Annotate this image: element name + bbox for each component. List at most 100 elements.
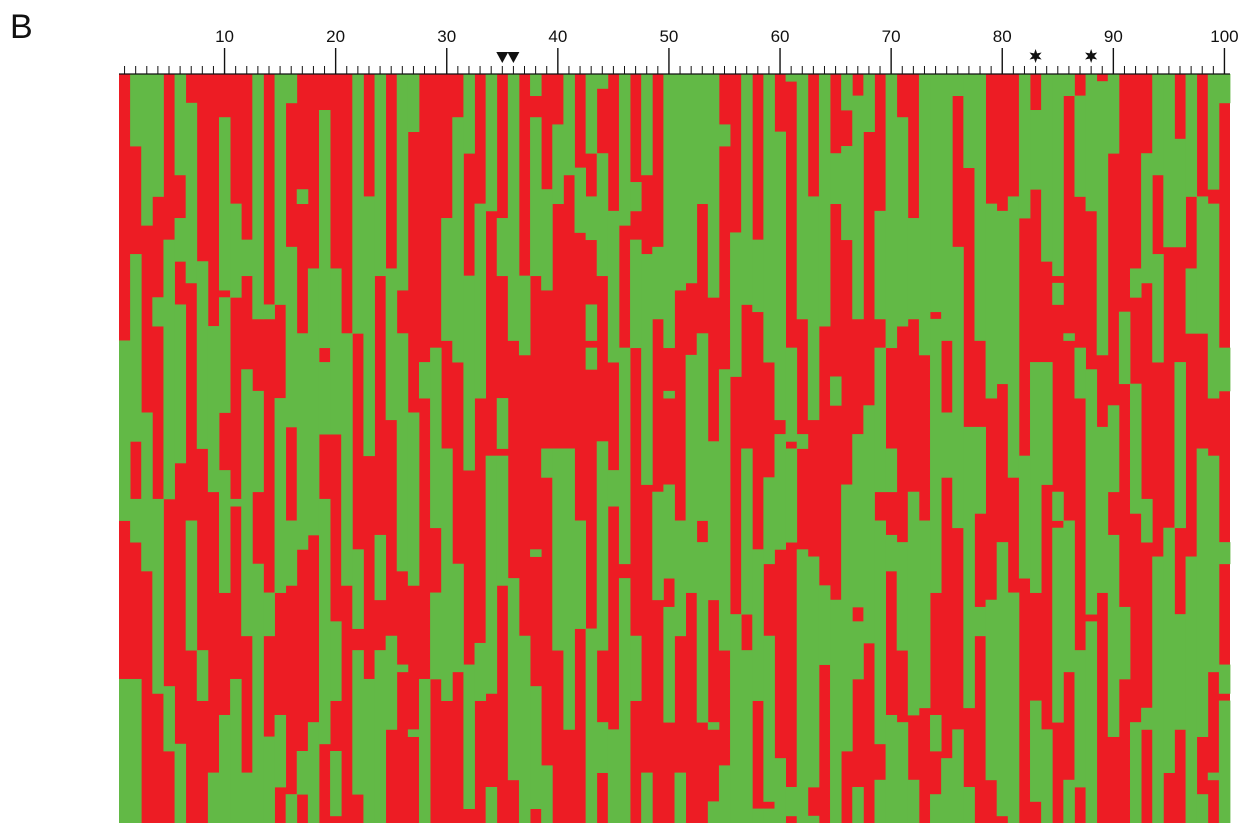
heatmap-cell-green — [952, 729, 964, 823]
heatmap-cell-green — [618, 347, 631, 565]
heatmap-cell-green — [1207, 203, 1220, 399]
heatmap-cell-green — [985, 599, 998, 781]
heatmap-cell-green — [274, 398, 287, 593]
heatmap-cell-green — [463, 74, 475, 154]
panel-label: B — [10, 8, 33, 46]
heatmap-cell-green — [174, 743, 187, 823]
heatmap-cell-green — [374, 650, 387, 823]
heatmap-cell-green — [718, 124, 731, 147]
heatmap-cell-green — [807, 196, 820, 421]
heatmap-cell-green — [796, 549, 809, 823]
heatmap-cell-green — [552, 448, 564, 651]
heatmap-cell-green — [363, 196, 375, 457]
triangle-marker-icon — [507, 52, 520, 63]
heatmap-cell-green — [952, 246, 964, 529]
heatmap-cell-green — [318, 362, 331, 435]
heatmap-cell-green — [930, 794, 942, 823]
heatmap-cell-green — [463, 275, 475, 471]
heatmap-cell-green — [641, 74, 653, 176]
heatmap-cell-green — [1174, 138, 1186, 248]
heatmap-cell-green — [452, 563, 464, 673]
heatmap-cell-green — [496, 455, 509, 586]
heatmap-cell-green — [863, 74, 875, 133]
heatmap-cell-green — [263, 736, 275, 823]
heatmap-cell-green — [818, 585, 831, 665]
heatmap-cell-green — [696, 542, 709, 723]
heatmap-cell-green — [1130, 268, 1142, 298]
heatmap-cell-green — [1207, 74, 1220, 190]
heatmap-cell-green — [1074, 95, 1086, 197]
heatmap-cell-green — [396, 74, 409, 291]
heatmap-cell-green — [163, 239, 175, 500]
heatmap-cell-green — [1141, 498, 1153, 543]
heatmap-cell-green — [552, 124, 564, 205]
heatmap-cell-green — [707, 74, 720, 298]
heatmap-cell-green — [707, 441, 720, 601]
heatmap-cell-green — [652, 246, 664, 320]
heatmap-cell-green — [1041, 362, 1053, 485]
heatmap-cell-green — [1085, 74, 1098, 212]
heatmap-cell-green — [1130, 383, 1142, 514]
heatmap-cell-green — [830, 599, 842, 823]
heatmap-cell-green — [530, 686, 542, 809]
heatmap-cell-green — [407, 74, 420, 133]
heatmap-cell-green — [607, 470, 620, 507]
heatmap-cell-green — [574, 520, 587, 629]
heatmap-cell-green — [1174, 614, 1186, 730]
heatmap-cell-green — [130, 254, 142, 442]
heatmap-cell-green — [652, 491, 664, 601]
heatmap-cell-green — [918, 74, 931, 356]
heatmap-cell-green — [852, 434, 864, 608]
heatmap-cell-green — [285, 520, 298, 586]
heatmap-cell-green — [1096, 81, 1109, 356]
x-tick-label: 20 — [326, 27, 345, 46]
heatmap-cell-green — [230, 203, 242, 298]
heatmap-cell-green — [174, 74, 187, 176]
heatmap-cell-green — [541, 765, 553, 823]
heatmap-cell-green — [885, 534, 898, 572]
heatmap-cell-green — [374, 74, 387, 277]
heatmap-cell-green — [285, 794, 298, 823]
heatmap-cell-green — [918, 520, 931, 709]
heatmap-cell-green — [752, 239, 764, 313]
heatmap-cell-green — [530, 74, 542, 97]
heatmap-cell-green — [518, 635, 531, 823]
heatmap-cell-green — [618, 578, 631, 823]
heatmap-cell-green — [963, 74, 975, 169]
heatmap-cell-green — [685, 354, 698, 593]
heatmap-cell-green — [1030, 362, 1042, 593]
heatmap-cell-green — [863, 405, 875, 644]
heatmap-cell-green — [974, 426, 986, 514]
heatmap-cell-green — [763, 808, 775, 823]
heatmap-cell-green — [641, 254, 653, 485]
heatmap-cell-green — [930, 318, 942, 593]
heatmap-cell-green — [141, 412, 153, 572]
heatmap-cell-green — [874, 210, 886, 320]
heatmap-cell-green — [1007, 592, 1020, 823]
heatmap-cell-green — [763, 74, 775, 363]
heatmap-cell-green — [496, 398, 509, 449]
heatmap-cell-green — [907, 779, 920, 823]
heatmap-cell-green — [485, 455, 498, 694]
heatmap-cell-green — [1085, 621, 1098, 823]
heatmap-cell-green — [218, 470, 231, 593]
heatmap-cell-green — [1152, 74, 1164, 176]
heatmap-cell-green — [896, 117, 909, 327]
heatmap-cell-green — [974, 606, 986, 637]
x-tick-label: 30 — [437, 27, 456, 46]
heatmap-cell-green — [741, 74, 753, 305]
heatmap-cell-green — [585, 304, 598, 341]
heatmap-cell-green — [830, 153, 842, 205]
heatmap-cell-green — [852, 95, 864, 320]
heatmap-cell-green — [1018, 455, 1031, 579]
heatmap-cell-green — [263, 592, 275, 637]
heatmap-cell-green — [241, 369, 253, 637]
heatmap-cell-green — [252, 390, 264, 493]
heatmap-cell-green — [1052, 527, 1064, 723]
heatmap-cell-green — [385, 268, 398, 421]
heatmap-cell-green — [985, 203, 998, 399]
heatmap-cell-green — [1185, 268, 1198, 334]
heatmap-cell-green — [441, 448, 453, 701]
heatmap-cell-green — [596, 74, 609, 89]
